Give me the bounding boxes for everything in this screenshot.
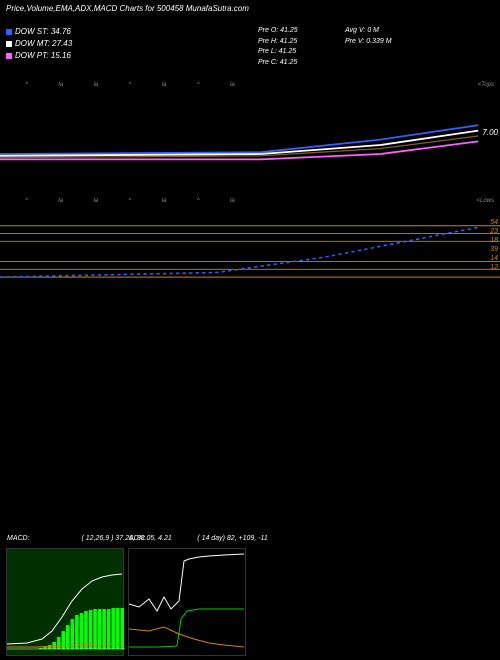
tick-mark: la xyxy=(230,198,235,204)
tick-row-mid: ^ la la ^ la ^ la xyxy=(10,198,250,204)
lows-label: 23 xyxy=(490,227,498,236)
lows-label: 14 xyxy=(490,254,498,263)
macd-bar xyxy=(84,611,88,649)
macd-bar xyxy=(102,609,106,649)
macd-bar xyxy=(75,615,79,649)
macd-bar xyxy=(89,610,93,649)
tick-mark: la xyxy=(58,82,63,88)
macd-bar xyxy=(71,619,75,649)
stat-line: Pre C: 41.25 xyxy=(258,58,298,69)
tick-mark: la xyxy=(162,82,167,88)
legend: DOW ST: 34.76DOW MT: 27.43DOW PT: 15.16 xyxy=(6,26,72,62)
adx-line xyxy=(129,554,244,611)
adx-label: ADX: xyxy=(129,535,145,542)
legend-item: DOW PT: 15.16 xyxy=(6,50,72,62)
adx-line xyxy=(129,609,244,647)
lows-label: 54 xyxy=(490,218,498,227)
bottom-panel-row: MACD: ( 12,26,9 ) 37.26, 33.05, 4.21 ADX… xyxy=(6,548,246,656)
lows-axis-label: <Lows xyxy=(476,198,494,204)
adx-line xyxy=(129,627,244,647)
price-line xyxy=(0,125,478,154)
lows-label: 39 xyxy=(490,245,498,254)
tick-mark: ^ xyxy=(25,82,28,88)
tick-mark: la xyxy=(93,198,98,204)
lows-label: 12 xyxy=(490,263,498,272)
tick-mark: la xyxy=(58,198,63,204)
macd-bar xyxy=(93,609,97,649)
stat-line: Pre V: 0.339 M xyxy=(345,37,392,48)
tick-mark: la xyxy=(93,82,98,88)
lows-side-labels: 542318391412 xyxy=(490,218,498,273)
lows-label: 18 xyxy=(490,236,498,245)
macd-label: MACD: xyxy=(7,535,30,542)
tick-mark: ^ xyxy=(197,198,200,204)
macd-bar xyxy=(107,609,111,649)
legend-swatch xyxy=(6,29,12,35)
tick-mark: la xyxy=(162,198,167,204)
tick-mark: ^ xyxy=(25,198,28,204)
price-panel: 7.00 xyxy=(0,100,500,190)
macd-bar xyxy=(111,608,115,649)
lows-panel: 542318391412 xyxy=(0,218,500,288)
macd-bar xyxy=(80,613,84,649)
macd-bar xyxy=(52,642,56,649)
tick-mark: ^ xyxy=(129,82,132,88)
legend-swatch xyxy=(6,41,12,47)
stats-prev: Pre O: 41.25Pre H: 41.25Pre L: 41.25Pre … xyxy=(258,26,298,68)
legend-label: DOW ST: 34.76 xyxy=(15,26,71,38)
tick-row-top: ^ la la ^ la ^ la xyxy=(10,82,250,88)
legend-swatch xyxy=(6,53,12,59)
legend-item: DOW MT: 27.43 xyxy=(6,38,72,50)
macd-bar xyxy=(57,637,61,649)
adx-title-row: ADX: ( 14 day) 82, +109, -11 xyxy=(129,535,369,542)
adx-params: ( 14 day) 82, +109, -11 xyxy=(197,535,268,542)
macd-bar xyxy=(98,609,102,649)
tick-mark: ^ xyxy=(129,198,132,204)
tick-mark: ^ xyxy=(197,82,200,88)
stat-line: Avg V: 0 M xyxy=(345,26,392,37)
tops-axis-label: <Tops xyxy=(478,82,494,88)
stat-line: Pre O: 41.25 xyxy=(258,26,298,37)
adx-panel: ADX: ( 14 day) 82, +109, -11 xyxy=(128,548,246,656)
legend-label: DOW MT: 27.43 xyxy=(15,38,72,50)
macd-panel: MACD: ( 12,26,9 ) 37.26, 33.05, 4.21 xyxy=(6,548,124,656)
stat-line: Pre H: 41.25 xyxy=(258,37,298,48)
stat-line: Pre L: 41.25 xyxy=(258,47,298,58)
stats-avg: Avg V: 0 MPre V: 0.339 M xyxy=(345,26,392,47)
legend-item: DOW ST: 34.76 xyxy=(6,26,72,38)
chart-title: Price,Volume,EMA,ADX,MACD Charts for 500… xyxy=(6,4,249,13)
legend-label: DOW PT: 15.16 xyxy=(15,50,71,62)
macd-bar xyxy=(43,647,47,649)
price-tick-label: 7.00 xyxy=(482,128,498,137)
tick-mark: la xyxy=(230,82,235,88)
